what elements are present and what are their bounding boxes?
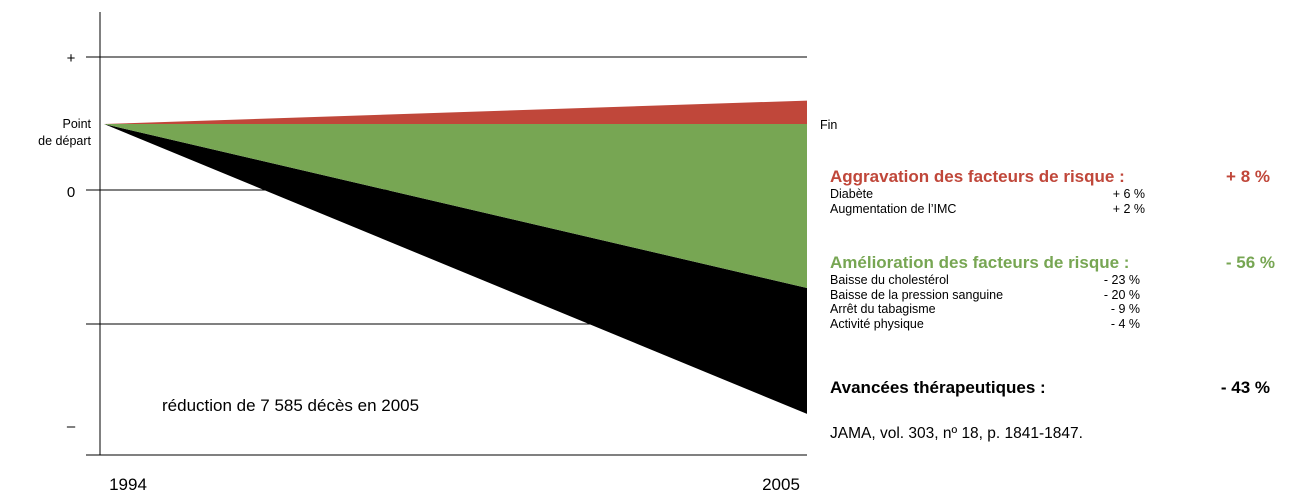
legend-improvement-items: Baisse du cholestérol - 23 % Baisse de l… [830,273,1140,331]
legend-worsening-header: Aggravation des facteurs de risque : + 8… [830,167,1270,187]
legend-treatment-value: - 43 % [1220,378,1270,397]
legend-worsening: Aggravation des facteurs de risque : + 8… [830,167,1270,216]
item-value: - 9 % [1110,302,1140,316]
item-value: - 20 % [1103,287,1140,302]
list-item: Baisse du cholestérol - 23 % [830,273,1140,288]
item-value: - 23 % [1103,273,1140,287]
item-label: Augmentation de l’IMC [830,201,957,216]
wedge-risk-factor-worsening [104,100,807,124]
y-tick-zero: 0 [67,184,75,201]
item-label: Arrêt du tabagisme [830,302,936,316]
legend-worsening-value: + 8 % [1226,167,1270,186]
chart-annotation: réduction de 7 585 décès en 2005 [162,396,419,415]
list-item: Diabète + 6 % [830,187,1145,202]
legend-treatment-header: Avancées thérapeutiques : - 43 % [830,378,1270,398]
end-label-html: Fin [820,118,838,132]
x-label-end: 2005 [762,475,800,494]
reference-citation: JAMA, vol. 303, nº 18, p. 1841-1847. [830,425,1083,442]
item-label: Baisse du cholestérol [830,273,949,287]
list-item: Baisse de la pression sanguine - 20 % [830,288,1140,303]
start-label-line2: de départ [38,134,91,148]
x-label-start: 1994 [109,475,147,494]
legend-improvement-header: Amélioration des facteurs de risque : - … [830,253,1275,273]
legend-improvement-value: - 56 % [1225,253,1275,272]
legend-treatment: Avancées thérapeutiques : - 43 % [830,378,1270,398]
item-value: + 2 % [1112,201,1145,216]
item-label: Diabète [830,187,874,201]
item-label: Activité physique [830,316,924,331]
legend-improvement: Amélioration des facteurs de risque : - … [830,253,1275,331]
chart-area: + 0 – Point de départ Fin réduction de 7… [38,12,807,494]
legend-worsening-items: Diabète + 6 % Augmentation de l’IMC + 2 … [830,187,1145,216]
list-item: Activité physique - 4 % [830,317,1140,332]
y-tick-plus: + [67,50,76,67]
legend-treatment-title: Avancées thérapeutiques : [830,378,1046,397]
start-label-line1: Point [63,117,92,131]
item-value: + 6 % [1112,187,1145,201]
item-value: - 4 % [1110,316,1140,331]
wedge-risk-factor-improvement [104,124,807,288]
legend-improvement-title: Amélioration des facteurs de risque : [830,253,1130,272]
list-item: Augmentation de l’IMC + 2 % [830,202,1145,217]
legend-worsening-title: Aggravation des facteurs de risque : [830,167,1125,186]
item-label: Baisse de la pression sanguine [830,287,1004,302]
wedge-therapeutic-advances [104,124,807,414]
y-tick-minus: – [67,418,76,435]
list-item: Arrêt du tabagisme - 9 % [830,302,1140,317]
